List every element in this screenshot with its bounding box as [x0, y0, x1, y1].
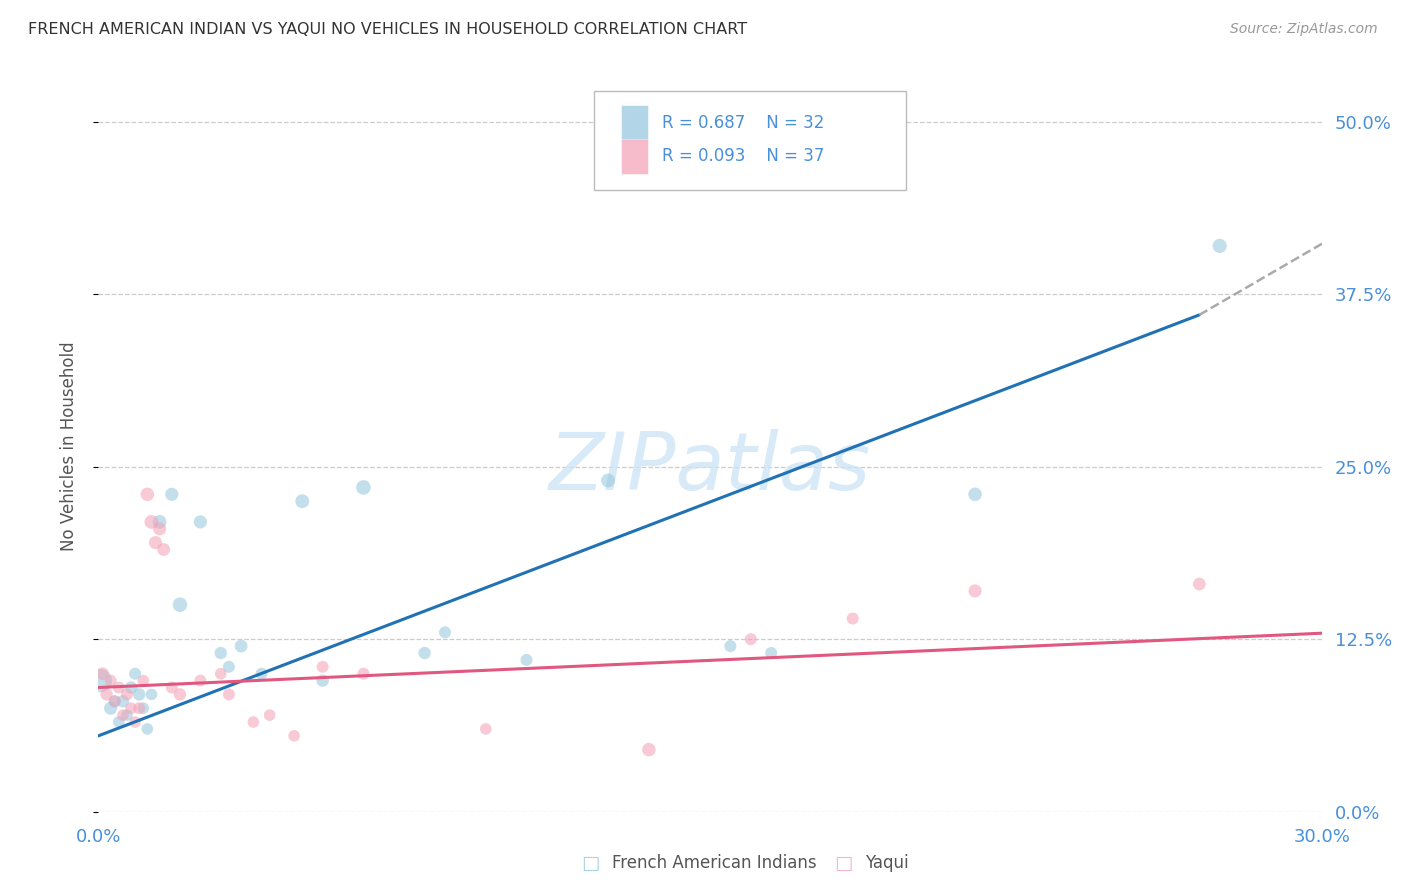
Point	[108, 714, 131, 729]
Text: R = 0.687    N = 32: R = 0.687 N = 32	[662, 113, 825, 132]
Point	[104, 694, 127, 708]
Point	[132, 673, 155, 688]
Point	[136, 722, 159, 736]
Point	[152, 542, 174, 557]
Point	[169, 598, 191, 612]
Y-axis label: No Vehicles in Household: No Vehicles in Household	[59, 341, 77, 551]
Point	[740, 632, 762, 647]
Text: Yaqui: Yaqui	[865, 855, 908, 872]
Point	[242, 714, 264, 729]
Point	[312, 660, 335, 674]
Point	[516, 653, 538, 667]
Point	[91, 666, 114, 681]
FancyBboxPatch shape	[593, 91, 905, 190]
Point	[136, 487, 159, 501]
Point	[188, 673, 212, 688]
Point	[89, 673, 111, 688]
Point	[149, 522, 172, 536]
Text: □: □	[581, 854, 600, 873]
Point	[218, 687, 240, 701]
Point	[141, 687, 163, 701]
Point	[759, 646, 782, 660]
Point	[124, 714, 146, 729]
Point	[115, 708, 138, 723]
Point	[841, 611, 863, 625]
Point	[720, 639, 742, 653]
Point	[209, 666, 232, 681]
Point	[596, 474, 619, 488]
Point	[259, 708, 281, 723]
Text: French American Indians: French American Indians	[612, 855, 817, 872]
Point	[128, 687, 150, 701]
Point	[111, 708, 134, 723]
Point	[965, 583, 987, 598]
FancyBboxPatch shape	[620, 105, 648, 140]
Text: FRENCH AMERICAN INDIAN VS YAQUI NO VEHICLES IN HOUSEHOLD CORRELATION CHART: FRENCH AMERICAN INDIAN VS YAQUI NO VEHIC…	[28, 22, 747, 37]
Point	[352, 480, 374, 494]
Point	[100, 701, 122, 715]
Point	[120, 701, 142, 715]
Point	[188, 515, 212, 529]
Point	[638, 742, 661, 756]
Point	[291, 494, 314, 508]
Point	[145, 535, 167, 549]
Point	[413, 646, 436, 660]
Point	[312, 673, 335, 688]
Point	[965, 487, 987, 501]
Point	[100, 673, 122, 688]
Point	[352, 666, 374, 681]
Point	[128, 701, 150, 715]
Point	[218, 660, 240, 674]
Point	[250, 666, 273, 681]
Point	[120, 681, 142, 695]
Point	[209, 646, 232, 660]
Point	[231, 639, 253, 653]
Point	[283, 729, 305, 743]
Point	[111, 694, 134, 708]
Text: ZIPatlas: ZIPatlas	[548, 429, 872, 507]
Point	[104, 694, 127, 708]
Point	[96, 687, 118, 701]
Point	[149, 515, 172, 529]
Point	[124, 666, 146, 681]
Point	[433, 625, 456, 640]
Point	[141, 515, 163, 529]
Point	[108, 681, 131, 695]
Point	[160, 681, 183, 695]
Point	[1208, 239, 1232, 253]
Point	[115, 687, 138, 701]
Point	[160, 487, 183, 501]
Text: Source: ZipAtlas.com: Source: ZipAtlas.com	[1230, 22, 1378, 37]
FancyBboxPatch shape	[620, 139, 648, 174]
Point	[1188, 577, 1211, 591]
Text: R = 0.093    N = 37: R = 0.093 N = 37	[662, 147, 825, 165]
Point	[474, 722, 498, 736]
Point	[132, 701, 155, 715]
Text: □: □	[834, 854, 853, 873]
Point	[169, 687, 191, 701]
